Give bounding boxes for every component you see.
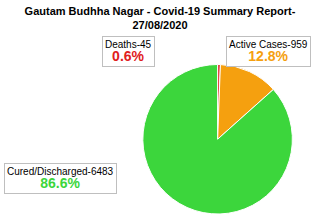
svg-text:Gautam Budhha Nagar - Covid-19: Gautam Budhha Nagar - Covid-19 Summary R… — [25, 5, 296, 31]
svg-text:Deaths-450.6%: Deaths-450.6% — [105, 39, 152, 64]
svg-text:Active Cases-95912.8%: Active Cases-95912.8% — [229, 39, 308, 64]
svg-text:Cured/Discharged-648386.6%: Cured/Discharged-648386.6% — [7, 166, 114, 191]
